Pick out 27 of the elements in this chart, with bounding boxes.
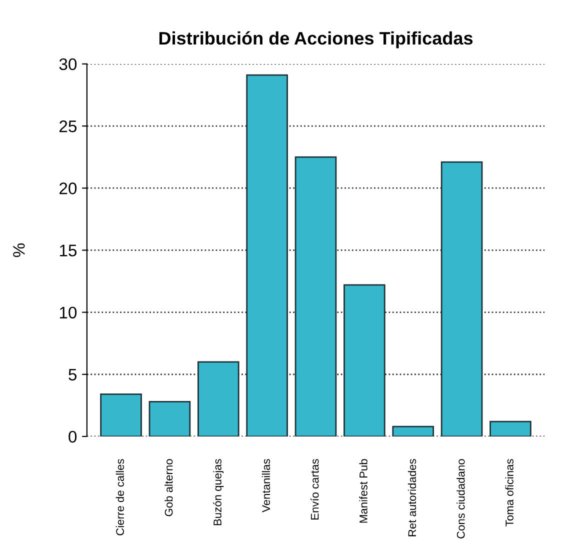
x-tick-label: Gob alterno	[164, 459, 173, 516]
x-tick-label: Cierre de calles	[116, 459, 124, 536]
x-tick-label: Ventanillas	[262, 459, 270, 512]
bar	[197, 361, 240, 436]
x-tick-label: Cons ciudadano	[456, 459, 465, 538]
bar	[440, 161, 483, 436]
x-tick-label: Buzón quejas	[213, 459, 224, 526]
bar	[246, 74, 288, 436]
y-axis-title: %	[13, 243, 25, 258]
x-tick-label: Toma oficinas	[505, 459, 514, 526]
chart-title: Distribución de Acciones Tipificadas	[159, 31, 473, 48]
y-tick-label: 10	[60, 306, 77, 318]
bar	[344, 284, 386, 436]
y-tick-label: 30	[59, 58, 77, 70]
y-tick-label: 15	[60, 244, 77, 256]
bar	[148, 400, 191, 436]
x-tick-label: Ret autoridades	[408, 459, 416, 536]
x-tick-label: Envío cartas	[310, 459, 319, 520]
y-tick-label: 5	[68, 368, 77, 381]
y-tick-label: 20	[60, 182, 77, 194]
bar	[100, 394, 142, 436]
x-tick-label: Manifest Pub	[359, 459, 368, 523]
bar	[392, 426, 434, 436]
y-tick-label: 0	[68, 430, 77, 443]
y-tick-label: 25	[60, 120, 77, 132]
bar	[294, 156, 337, 436]
bar	[490, 420, 532, 436]
